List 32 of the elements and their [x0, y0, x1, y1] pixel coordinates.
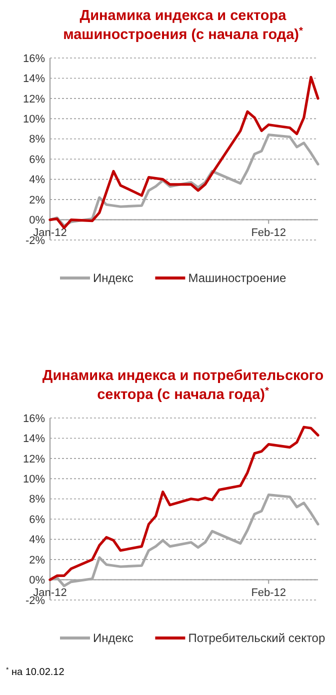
y-tick-label: 16%	[22, 412, 46, 425]
line-series	[48, 426, 320, 582]
x-tick-label: Feb-12	[251, 586, 286, 599]
y-tick-label: -2%	[25, 234, 46, 247]
y-tick-label: 2%	[29, 194, 46, 206]
line-series	[48, 76, 320, 230]
legend-label: Индекс	[93, 271, 134, 286]
x-tick-label: Feb-12	[251, 226, 286, 239]
y-tick-label: 8%	[29, 494, 46, 506]
y-tick-label: 2%	[29, 554, 46, 566]
text: $^{*}$ на 10.02.12	[6, 666, 65, 678]
y-tick-label: 14%	[22, 433, 46, 446]
chart-title: Динамика индекса и сектора машиностроения (с начала года)$^{*}$	[63, 8, 303, 43]
y-tick-label: 12%	[22, 93, 46, 106]
y-tick-label: 4%	[29, 174, 46, 186]
y-tick-label: 10%	[22, 114, 46, 126]
y-tick-label: 12%	[22, 453, 46, 466]
y-tick-label: 0%	[29, 574, 46, 587]
chart-title: Динамика индекса и потребительского сектора (с начала года)$^{*}$	[42, 368, 324, 403]
y-tick-label: 14%	[22, 73, 46, 86]
y-tick-label: 6%	[29, 154, 46, 166]
y-tick-label: 16%	[22, 52, 46, 65]
y-tick-label: 10%	[22, 474, 46, 486]
y-tick-label: 0%	[29, 214, 46, 227]
legend-label: Индекс	[93, 631, 134, 646]
y-tick-label: 4%	[29, 534, 46, 546]
line-series	[48, 494, 320, 588]
legend-label: Машиностроение	[188, 271, 286, 286]
y-tick-label: 6%	[29, 514, 46, 526]
y-tick-label: -2%	[25, 594, 46, 607]
y-tick-label: 8%	[29, 134, 46, 146]
legend-label: Потребительский сектор	[188, 631, 326, 646]
